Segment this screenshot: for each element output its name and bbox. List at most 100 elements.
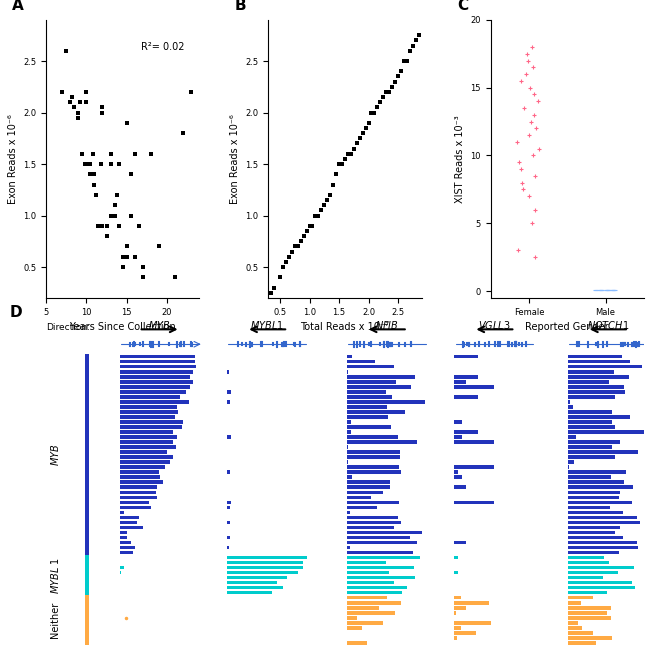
Point — [186, 87, 196, 97]
Point — [61, 46, 72, 56]
Bar — [568, 410, 612, 414]
Bar — [347, 641, 367, 645]
Point — [607, 285, 618, 295]
X-axis label: Reported Gender: Reported Gender — [526, 322, 609, 332]
Bar — [120, 536, 127, 540]
Point — [118, 252, 128, 262]
Point — [375, 97, 386, 107]
Point — [597, 285, 607, 295]
Bar — [568, 385, 624, 389]
Bar — [120, 430, 173, 434]
Point — [590, 285, 600, 295]
Point — [269, 282, 279, 293]
Bar — [120, 390, 186, 394]
Bar — [455, 475, 463, 479]
Bar — [120, 571, 121, 575]
Text: R²= 0.02: R²= 0.02 — [141, 42, 185, 52]
Bar — [120, 551, 133, 554]
Point — [337, 159, 348, 169]
Point — [122, 118, 132, 128]
Point — [286, 246, 297, 257]
X-axis label: Years Since Collection: Years Since Collection — [69, 322, 176, 332]
Bar — [347, 450, 399, 454]
Point — [122, 252, 132, 262]
Bar — [227, 576, 287, 579]
Bar — [347, 380, 396, 383]
Bar — [347, 571, 390, 575]
Point — [601, 285, 612, 295]
Point — [331, 169, 342, 179]
Bar — [227, 566, 304, 569]
Bar — [568, 616, 610, 620]
Point — [83, 159, 93, 169]
Bar — [227, 561, 303, 564]
Bar — [568, 561, 609, 564]
Bar — [347, 596, 388, 600]
Point — [603, 285, 614, 295]
Point — [526, 117, 537, 127]
Bar — [227, 506, 229, 509]
Point — [407, 40, 418, 51]
Bar — [568, 475, 611, 479]
Bar — [120, 526, 143, 529]
Bar — [568, 496, 619, 499]
Point — [366, 107, 376, 118]
Bar — [347, 400, 426, 404]
Bar — [347, 365, 394, 369]
Bar — [455, 420, 463, 424]
Point — [401, 56, 412, 66]
Bar — [568, 400, 570, 404]
Text: $\it{MYB}$: $\it{MYB}$ — [49, 444, 61, 466]
Point — [93, 220, 104, 231]
Point — [369, 107, 380, 118]
Bar — [568, 460, 574, 464]
Bar — [120, 460, 170, 464]
Point — [600, 285, 611, 295]
Bar — [455, 541, 466, 544]
Bar — [568, 641, 596, 645]
Point — [530, 205, 540, 215]
Text: $\it{MYBL1}$: $\it{MYBL1}$ — [250, 320, 284, 332]
Point — [114, 159, 124, 169]
Point — [66, 92, 77, 103]
Bar — [347, 355, 351, 358]
Bar — [568, 551, 620, 554]
Bar — [455, 596, 461, 600]
Bar — [568, 591, 607, 594]
Bar — [227, 520, 229, 524]
Bar — [347, 370, 348, 373]
Bar — [120, 481, 163, 484]
Bar — [120, 425, 182, 429]
Point — [105, 159, 116, 169]
Bar — [347, 410, 405, 414]
Point — [296, 236, 306, 246]
Bar — [347, 581, 394, 585]
Point — [178, 128, 189, 138]
Bar — [568, 531, 615, 534]
Bar — [227, 581, 277, 585]
Text: $\it{MYB}$: $\it{MYB}$ — [148, 320, 171, 332]
Bar — [568, 360, 629, 363]
Bar — [347, 531, 422, 534]
Point — [529, 89, 539, 100]
Bar — [455, 375, 478, 379]
Point — [79, 159, 90, 169]
Point — [363, 118, 374, 128]
Point — [105, 211, 116, 221]
Point — [307, 220, 318, 231]
Bar — [347, 616, 357, 620]
Bar — [347, 611, 395, 614]
Point — [281, 257, 291, 267]
Point — [514, 157, 525, 167]
Point — [608, 285, 619, 295]
Bar — [455, 430, 478, 434]
Point — [91, 189, 101, 200]
Point — [137, 261, 148, 272]
Bar — [227, 500, 231, 504]
Point — [170, 272, 180, 283]
Bar — [347, 385, 411, 389]
Bar — [347, 465, 399, 469]
Point — [530, 252, 540, 263]
Bar — [227, 586, 283, 589]
Point — [533, 96, 544, 107]
